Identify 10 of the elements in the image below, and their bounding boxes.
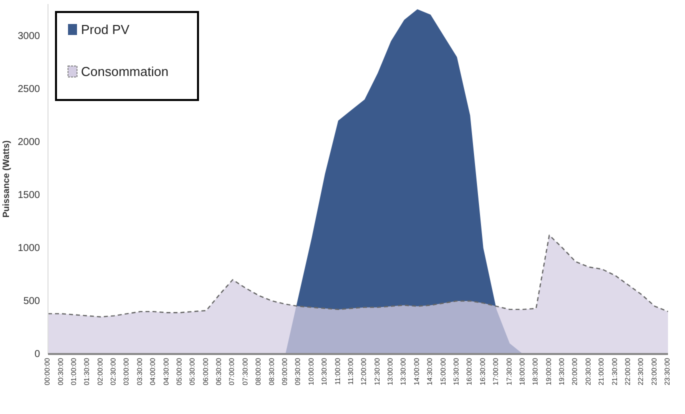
- legend-label: Consommation: [81, 64, 168, 79]
- y-tick-label: 0: [34, 349, 40, 360]
- y-tick-label: 1000: [18, 243, 40, 254]
- y-tick-label: 2500: [18, 84, 40, 96]
- y-tick-label: 1500: [18, 190, 40, 202]
- y-tick-label: 3000: [18, 31, 40, 42]
- y-tick-label: 500: [23, 296, 40, 308]
- y-tick-label: 2000: [18, 137, 40, 148]
- y-axis-title: Puissance (Watts): [1, 140, 11, 218]
- legend-label: Prod PV: [81, 22, 130, 37]
